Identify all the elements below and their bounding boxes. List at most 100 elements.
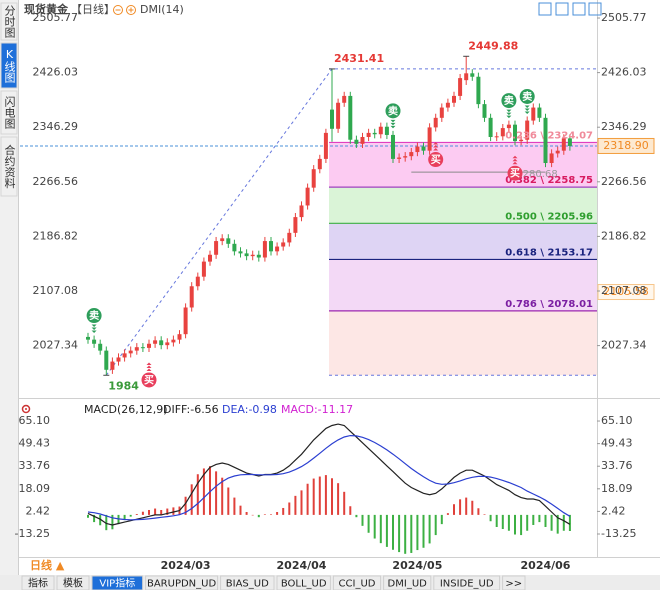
candle-body bbox=[567, 138, 572, 146]
candle-body bbox=[116, 357, 121, 362]
candle-body bbox=[561, 138, 566, 151]
signal-arrow bbox=[512, 155, 518, 159]
macd-bar bbox=[440, 514, 443, 525]
candle-body bbox=[342, 95, 347, 103]
candle-body bbox=[378, 126, 383, 135]
signal-label: 卖 bbox=[522, 90, 532, 103]
bottom-tab[interactable] bbox=[91, 575, 144, 590]
signal-arrow bbox=[506, 112, 512, 116]
price-marker-label: 2105.58 bbox=[603, 285, 649, 298]
signal-badge bbox=[428, 152, 444, 168]
candle-body bbox=[360, 136, 365, 144]
signal-arrow bbox=[146, 365, 152, 368]
bottom-tab[interactable] bbox=[383, 575, 432, 590]
candle-body bbox=[452, 95, 456, 103]
signal-label: 买 bbox=[431, 154, 441, 166]
y-tick-label-right: 33.76 bbox=[601, 459, 633, 472]
bottom-tab-label: BIAS_UD bbox=[226, 579, 269, 590]
fib-label: 0.382 \ 2258.75 bbox=[505, 175, 593, 186]
candle-body bbox=[397, 157, 402, 159]
zoom-out[interactable] bbox=[113, 5, 123, 15]
macd-bar bbox=[568, 514, 571, 531]
candle-body bbox=[384, 126, 389, 135]
macd-bar bbox=[117, 514, 120, 525]
level-line-label: 2280.68 bbox=[516, 169, 557, 180]
bottom-tab[interactable] bbox=[220, 575, 275, 590]
macd-legend: MACD:-11.17 bbox=[281, 403, 353, 416]
side-tab[interactable] bbox=[0, 2, 18, 41]
macd-bar bbox=[123, 514, 126, 521]
macd-bar bbox=[538, 514, 541, 523]
macd-bar bbox=[257, 514, 260, 518]
candle-body bbox=[287, 232, 292, 243]
candle-body bbox=[537, 107, 542, 118]
bottom-tab[interactable] bbox=[276, 575, 331, 590]
candle-body bbox=[159, 340, 164, 346]
candle-body bbox=[165, 342, 170, 346]
bottom-tab-label: INSIDE_UD bbox=[440, 579, 494, 590]
signal-arrow bbox=[433, 142, 439, 145]
x-tick-label: 2024/06 bbox=[521, 559, 571, 572]
bottom-tab[interactable] bbox=[332, 575, 382, 590]
candle-body bbox=[128, 350, 133, 354]
signal-label: 卖 bbox=[504, 94, 514, 107]
candle-body bbox=[348, 95, 353, 140]
macd-bar bbox=[227, 487, 230, 515]
macd-bar bbox=[483, 514, 486, 515]
macd-bar bbox=[385, 514, 388, 547]
candle-body bbox=[220, 238, 225, 242]
candle-body bbox=[439, 107, 444, 118]
price-annotation: 2449.88 bbox=[468, 39, 518, 52]
period-selector[interactable]: 日线 ▲ bbox=[30, 558, 65, 572]
side-tab[interactable] bbox=[0, 136, 18, 197]
macd-settings-icon[interactable] bbox=[21, 404, 31, 414]
candle-body bbox=[177, 334, 182, 340]
candle-body bbox=[391, 134, 395, 159]
candle-body bbox=[433, 117, 438, 128]
candle-body bbox=[269, 241, 273, 252]
bottom-tab[interactable] bbox=[145, 575, 219, 590]
y-tick-label-right: 2.42 bbox=[601, 504, 626, 517]
macd-bar bbox=[446, 513, 449, 515]
candle-body bbox=[189, 286, 194, 308]
macd-bar bbox=[337, 483, 340, 515]
candle-body bbox=[281, 242, 286, 247]
macd-bar bbox=[471, 500, 474, 515]
macd-bar bbox=[215, 471, 218, 515]
macd-bar bbox=[379, 514, 382, 544]
y-tick-label-right: 2027.34 bbox=[601, 339, 647, 352]
price-marker-box bbox=[597, 284, 655, 301]
macd-bar bbox=[306, 483, 309, 515]
macd-bar bbox=[233, 497, 236, 515]
zoom-in[interactable] bbox=[126, 5, 136, 15]
price-marker-label: 2318.90 bbox=[603, 139, 649, 152]
macd-bar bbox=[392, 514, 394, 550]
candle-body bbox=[500, 128, 505, 137]
side-tab-label: K线图 bbox=[3, 48, 16, 84]
side-tab-label: 分时图 bbox=[3, 5, 16, 39]
candle-body bbox=[470, 73, 475, 77]
bottom-tab[interactable] bbox=[21, 575, 55, 590]
candle-body bbox=[366, 132, 371, 137]
candle-body bbox=[555, 150, 560, 154]
macd-bar bbox=[398, 514, 401, 553]
macd-bar bbox=[93, 514, 96, 523]
bottom-tab[interactable] bbox=[502, 575, 526, 590]
macd-bar bbox=[434, 514, 437, 536]
signal-badge bbox=[86, 308, 102, 324]
fib-zone bbox=[329, 259, 597, 311]
macd-bar bbox=[355, 514, 358, 518]
side-tab[interactable] bbox=[0, 90, 18, 135]
macd-bar bbox=[465, 497, 468, 515]
macd-bar bbox=[331, 478, 333, 515]
bottom-tab-label: >> bbox=[505, 579, 522, 590]
macd-bar bbox=[477, 508, 480, 515]
bottom-tab[interactable] bbox=[433, 575, 501, 590]
y-tick-label-left: 18.09 bbox=[19, 482, 51, 495]
tool-icons[interactable] bbox=[538, 2, 602, 16]
y-tick-label-left: 2346.29 bbox=[33, 120, 79, 133]
side-tab[interactable] bbox=[0, 42, 18, 89]
macd-bar bbox=[251, 514, 254, 516]
signal-arrow bbox=[512, 161, 518, 165]
bottom-tab[interactable] bbox=[56, 575, 90, 590]
